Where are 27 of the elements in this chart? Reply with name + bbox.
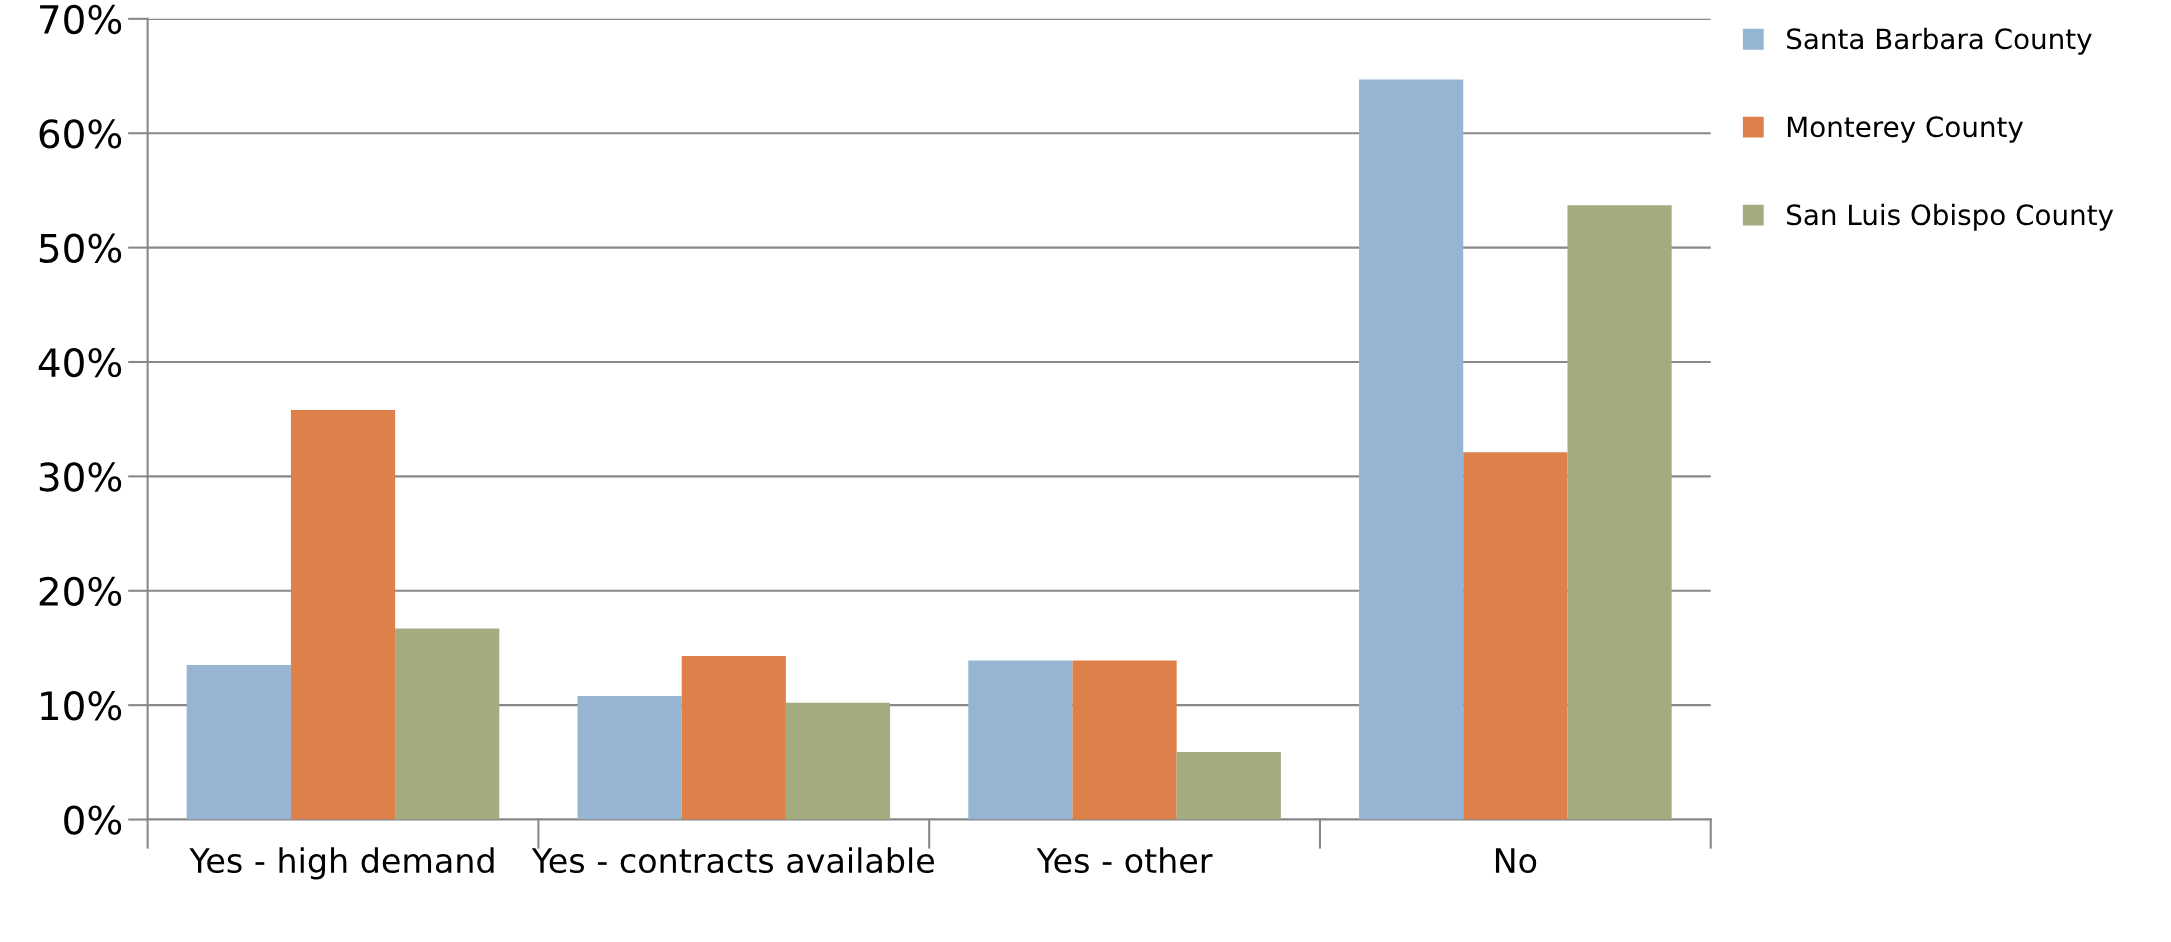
y-tick-label: 70%: [40, 4, 122, 35]
bar: [577, 696, 682, 820]
y-tick-label: 50%: [39, 233, 122, 263]
y-tick-label: 30%: [39, 462, 122, 492]
bar: [681, 655, 786, 820]
y-tick-label: 10%: [41, 691, 122, 721]
x-tick-label: Yes - high demand: [189, 847, 494, 880]
x-tick-label: No: [1495, 848, 1537, 874]
legend-label: Monterey County: [1787, 116, 2024, 143]
bar: [1463, 452, 1568, 820]
bar: [1176, 752, 1281, 820]
y-tick-label: 20%: [39, 576, 122, 607]
x-tick-label: Yes - other: [1036, 847, 1213, 874]
legend-label: Santa Barbara County: [1787, 27, 2092, 55]
y-tick-label: 60%: [39, 119, 122, 149]
bar: [785, 702, 891, 820]
bar: [395, 628, 500, 820]
y-tick-label: 0%: [64, 805, 122, 835]
bar: [1359, 79, 1464, 820]
legend-label: San Luis Obispo County: [1787, 203, 2114, 231]
bar: [1567, 205, 1672, 820]
bar: [1072, 660, 1177, 820]
bar: [186, 665, 291, 820]
y-tick-label: 40%: [38, 347, 122, 378]
bar: [290, 410, 396, 820]
bar: [968, 660, 1073, 820]
x-tick-label: Yes - contracts available: [531, 847, 934, 874]
